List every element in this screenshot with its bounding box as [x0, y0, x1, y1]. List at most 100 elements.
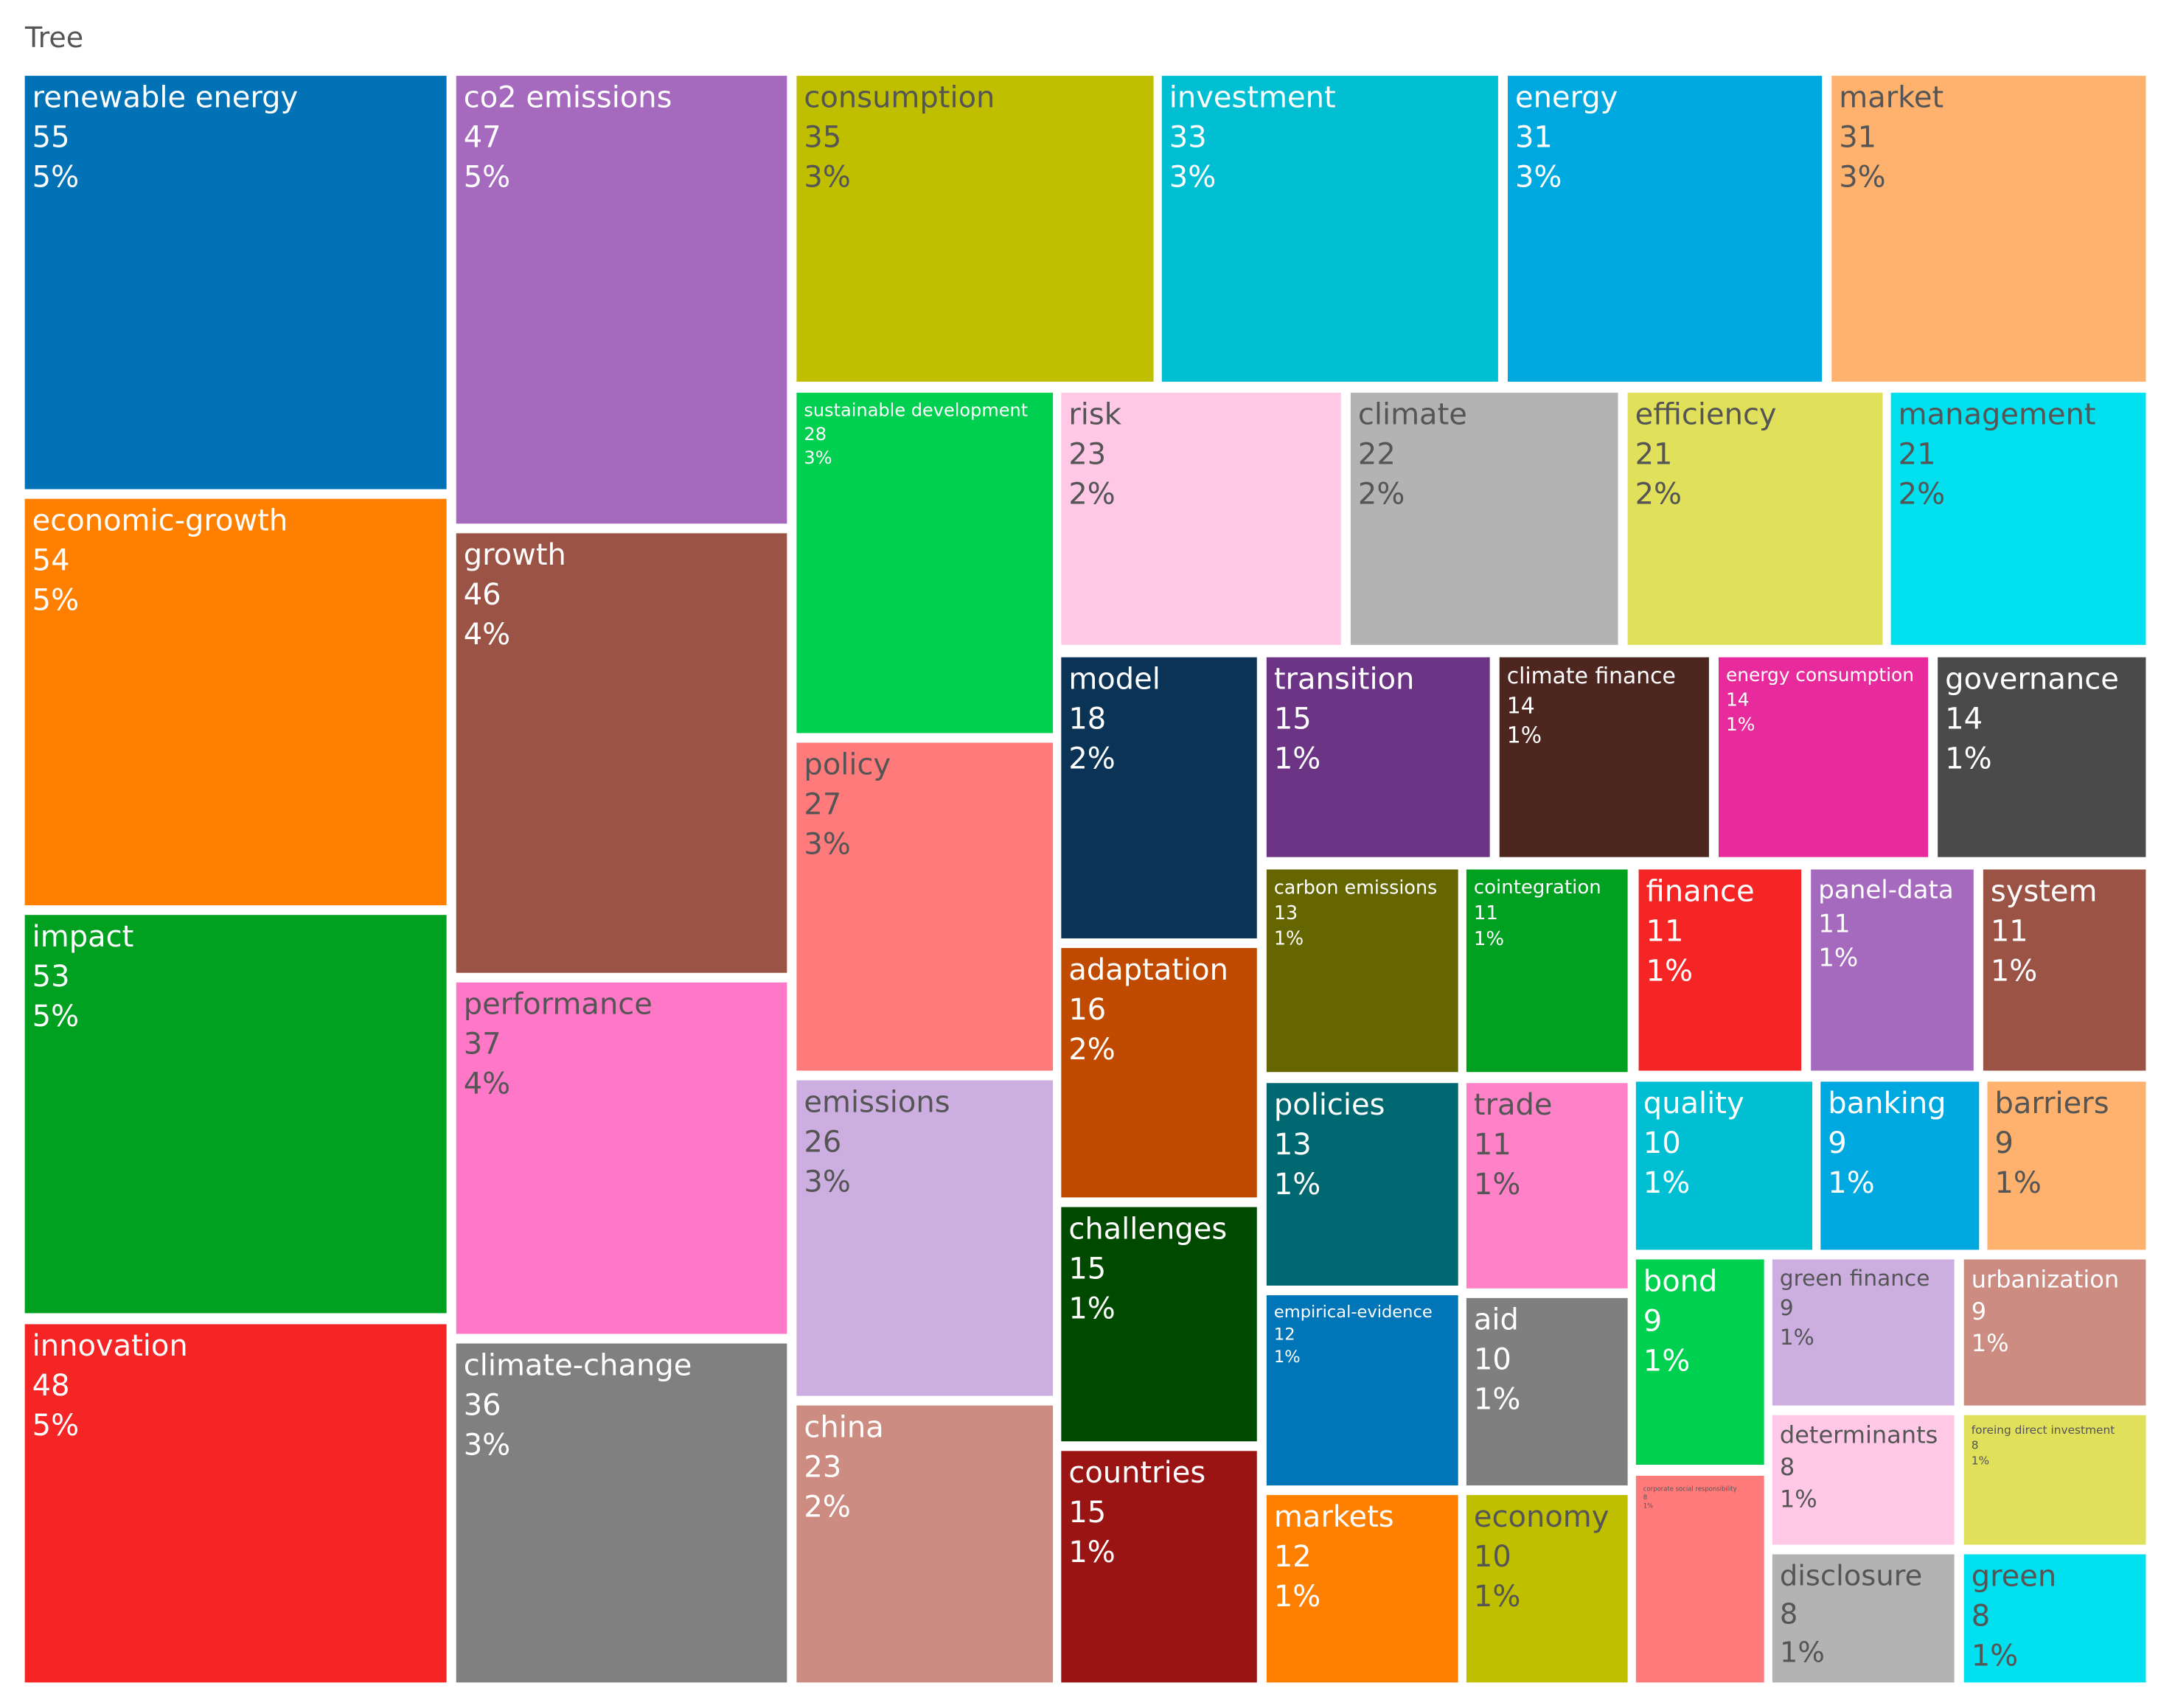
tile-label: bond	[1643, 1264, 1718, 1298]
tile-share: 1%	[1507, 723, 1542, 749]
tile-share: 3%	[1515, 161, 1562, 195]
tile-share: 1%	[1643, 1502, 1653, 1509]
tile-value: 47	[464, 121, 501, 155]
tile-label: innovation	[32, 1329, 188, 1363]
tile-label: corporate social responsibility	[1643, 1485, 1737, 1492]
tile-value: 15	[1274, 702, 1312, 736]
tile-label: energy consumption	[1726, 664, 1914, 686]
tile-value: 27	[804, 787, 841, 821]
tile-share: 1%	[1780, 1636, 1825, 1669]
tile-share: 1%	[1972, 1639, 2018, 1673]
tile	[1772, 1554, 1955, 1683]
tile-value: 11	[1818, 909, 1850, 938]
tile-share: 1%	[1643, 1166, 1690, 1200]
tile-value: 9	[1994, 1126, 2013, 1160]
tile-share: 1%	[1643, 1344, 1690, 1378]
tile	[1466, 1495, 1628, 1683]
tile-label: renewable energy	[32, 81, 299, 115]
tile-value: 15	[1068, 1496, 1106, 1530]
tile-value: 31	[1839, 121, 1876, 155]
tile-share: 1%	[1474, 1168, 1520, 1202]
tile-label: emissions	[804, 1085, 950, 1119]
tile-share: 1%	[1274, 927, 1304, 949]
tile-share: 1%	[1945, 742, 1991, 775]
tile-value: 9	[1828, 1126, 1846, 1160]
tile-share: 2%	[1358, 478, 1405, 512]
tile	[1266, 1295, 1458, 1486]
tile	[24, 75, 447, 489]
tile-label: carbon emissions	[1274, 876, 1437, 899]
tile-value: 48	[32, 1369, 70, 1403]
tile	[1061, 948, 1257, 1198]
tile-label: disclosure	[1780, 1560, 1922, 1593]
tile-label: efficiency	[1635, 398, 1777, 432]
tile-value: 28	[804, 424, 827, 445]
tile-label: system	[1991, 874, 2098, 908]
tile	[1772, 1415, 1955, 1545]
tile-label: green finance	[1780, 1266, 1930, 1291]
tile	[1466, 869, 1628, 1073]
tile-value: 9	[1780, 1295, 1794, 1320]
tile-value: 8	[1643, 1493, 1647, 1501]
tile-label: markets	[1274, 1500, 1394, 1534]
tile-value: 14	[1945, 702, 1983, 736]
tile	[456, 982, 787, 1334]
tile-value: 22	[1358, 438, 1396, 472]
tile	[796, 1080, 1054, 1396]
tile-label: transition	[1274, 662, 1415, 696]
tile-label: urbanization	[1972, 1266, 2119, 1294]
tile-share: 2%	[1635, 478, 1682, 512]
tile	[1266, 1083, 1458, 1286]
tile-value: 11	[1474, 902, 1498, 924]
tile-label: co2 emissions	[464, 81, 672, 115]
tile-share: 1%	[1726, 714, 1755, 735]
tile	[1061, 392, 1341, 645]
tile	[1938, 657, 2146, 857]
tile-label: market	[1839, 81, 1943, 115]
tile-value: 11	[1646, 914, 1684, 948]
tile	[1627, 392, 1883, 645]
tile	[1890, 392, 2146, 645]
tile	[456, 75, 787, 524]
tile	[1831, 75, 2146, 382]
tile-share: 3%	[1169, 161, 1216, 195]
tile	[1266, 1495, 1458, 1683]
tile-label: panel-data	[1818, 875, 1954, 904]
tile-share: 2%	[1899, 478, 1945, 512]
tile	[1266, 869, 1458, 1073]
tile	[1507, 75, 1823, 382]
tile	[1499, 657, 1709, 857]
tile-value: 33	[1169, 121, 1207, 155]
tile	[1983, 869, 2146, 1071]
tile-share: 2%	[804, 1490, 850, 1524]
tile-share: 4%	[464, 618, 510, 652]
tile-label: adaptation	[1068, 953, 1228, 987]
tile-label: policy	[804, 747, 891, 781]
tile-label: economic-growth	[32, 503, 288, 537]
tile-share: 3%	[804, 161, 850, 195]
tile-share: 4%	[464, 1067, 510, 1101]
tile-share: 1%	[1068, 1292, 1115, 1325]
tile	[1811, 869, 1974, 1071]
tile	[796, 1405, 1054, 1683]
tile-label: policies	[1274, 1088, 1385, 1122]
tile-share: 1%	[1780, 1485, 1817, 1513]
tile-value: 8	[1972, 1439, 1979, 1452]
tile-label: banking	[1828, 1087, 1946, 1120]
tile-share: 1%	[1274, 1580, 1320, 1614]
tile-label: aid	[1474, 1303, 1519, 1337]
tile-share: 1%	[1780, 1325, 1814, 1350]
tile-value: 54	[32, 543, 70, 577]
tile-value: 10	[1474, 1343, 1511, 1377]
tile-label: performance	[464, 988, 653, 1022]
tile-share: 3%	[804, 1165, 850, 1199]
tile	[1161, 75, 1498, 382]
tile-share: 2%	[1068, 478, 1115, 512]
tile-value: 12	[1274, 1540, 1312, 1574]
tile-share: 1%	[1818, 943, 1858, 972]
tile-value: 11	[1474, 1128, 1511, 1162]
tile-value: 16	[1068, 993, 1106, 1027]
tile-share: 1%	[1274, 1168, 1320, 1202]
tile-label: quality	[1643, 1087, 1744, 1120]
